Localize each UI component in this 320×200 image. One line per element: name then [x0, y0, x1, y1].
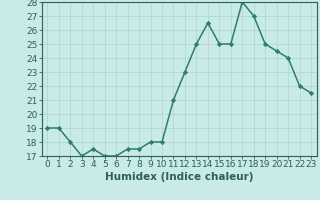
- X-axis label: Humidex (Indice chaleur): Humidex (Indice chaleur): [105, 172, 253, 182]
